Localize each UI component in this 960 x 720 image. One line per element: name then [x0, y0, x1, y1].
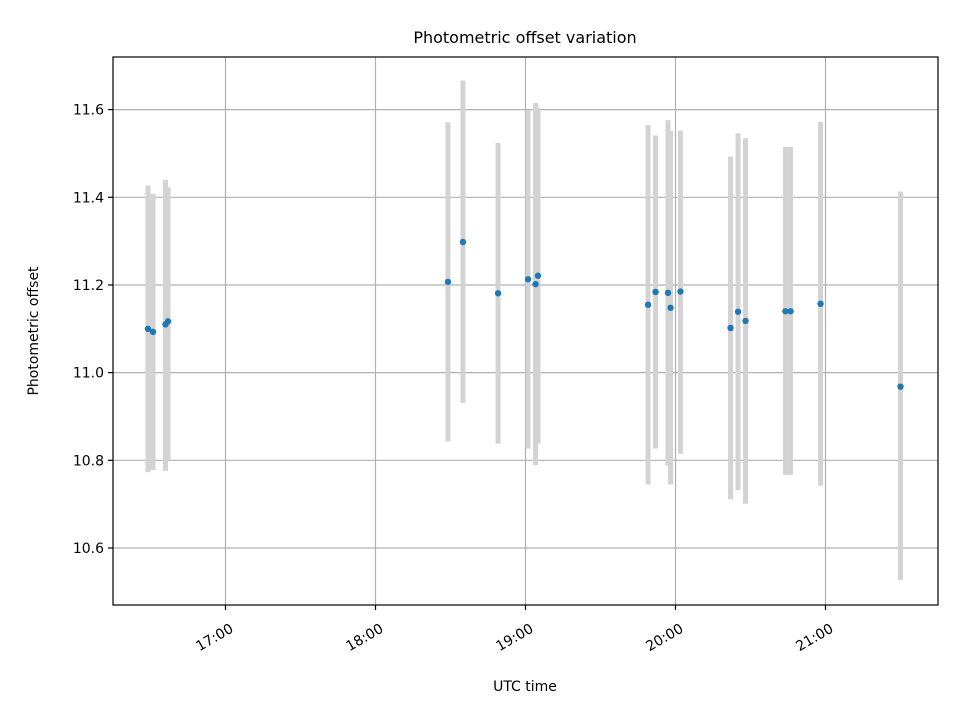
y-tick-label: 11.0	[73, 366, 104, 382]
y-axis-label: Photometric offset	[26, 266, 42, 396]
data-point	[667, 304, 674, 311]
y-tick-label: 10.6	[73, 541, 104, 557]
data-point	[742, 317, 749, 325]
data-point	[444, 278, 452, 286]
data-point	[652, 288, 659, 296]
grid-lines	[113, 57, 938, 605]
data-point	[524, 276, 532, 283]
chart-title: Photometric offset variation	[413, 28, 636, 47]
data-point	[817, 300, 824, 308]
data-point	[727, 324, 734, 332]
data-point	[782, 308, 789, 315]
data-point	[897, 383, 904, 390]
data-point	[664, 289, 672, 297]
data-point	[494, 290, 502, 297]
data-point	[787, 308, 794, 315]
y-tick-label: 11.2	[73, 278, 104, 294]
data-point	[532, 280, 539, 288]
y-axis-ticks: 10.6 10.8 11.0 11.2 11.4 11.6	[73, 103, 113, 557]
y-tick-label: 11.6	[73, 103, 104, 119]
data-point	[534, 272, 542, 279]
y-tick-label: 10.8	[73, 453, 104, 469]
data-point	[149, 328, 157, 336]
data-points	[144, 238, 904, 390]
data-point	[644, 301, 652, 308]
data-point	[144, 325, 152, 333]
x-axis-label: UTC time	[493, 679, 557, 695]
data-point	[164, 318, 172, 325]
data-point	[734, 308, 742, 315]
data-point	[459, 238, 467, 246]
y-tick-label: 11.4	[73, 190, 104, 206]
data-point	[677, 288, 684, 295]
